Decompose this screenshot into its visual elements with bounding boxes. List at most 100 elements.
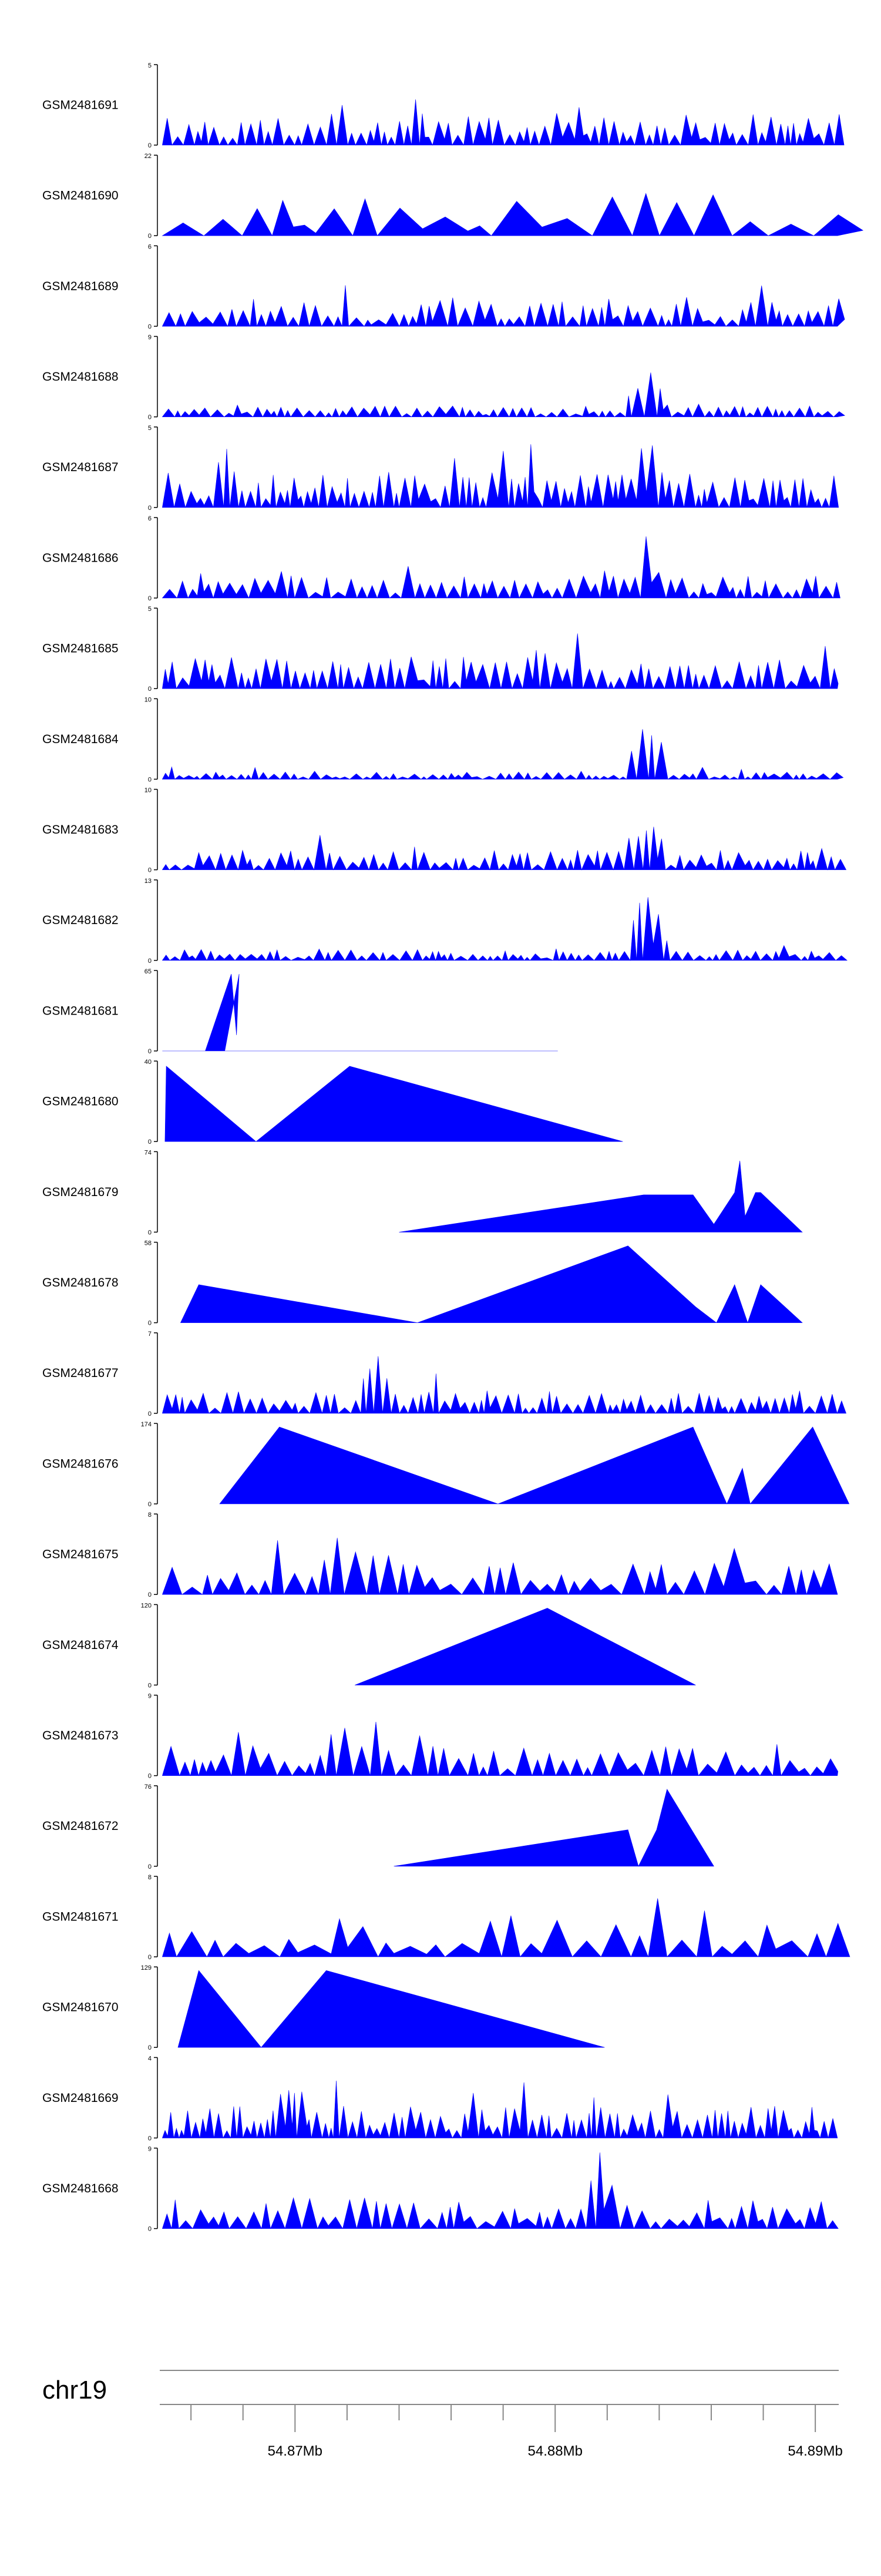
coverage-area bbox=[177, 1970, 605, 2048]
coverage-area bbox=[162, 1537, 838, 1596]
track-gsm2481685: GSM2481685 5 0 bbox=[42, 606, 839, 693]
y-axis-max-label: 174 bbox=[141, 1421, 152, 1428]
track-label: GSM2481684 bbox=[42, 733, 119, 746]
track-gsm2481678: GSM2481678 58 0 bbox=[42, 1240, 803, 1327]
coverage-area bbox=[162, 2152, 839, 2229]
y-axis-max-label: 9 bbox=[148, 1693, 152, 1700]
genome-tick-label: 54.87Mb bbox=[268, 2443, 322, 2459]
y-axis-min-label: 0 bbox=[148, 1682, 152, 1689]
track-label: GSM2481686 bbox=[42, 551, 119, 565]
genome-tick-label: 54.89Mb bbox=[788, 2443, 842, 2459]
track-gsm2481674: GSM2481674 120 0 bbox=[42, 1602, 696, 1689]
y-axis-min-label: 0 bbox=[148, 323, 152, 330]
track-label: GSM2481673 bbox=[42, 1729, 119, 1742]
coverage-area bbox=[162, 973, 558, 1052]
y-axis-max-label: 5 bbox=[148, 606, 152, 613]
coverage-area bbox=[219, 1426, 850, 1504]
chromosome-label: chr19 bbox=[42, 2376, 107, 2404]
y-axis-min-label: 0 bbox=[148, 142, 152, 149]
genome-axis: chr19 54.87Mb 54.88Mb 54.89Mb bbox=[42, 2370, 843, 2459]
y-axis-max-label: 8 bbox=[148, 1512, 152, 1519]
coverage-area bbox=[162, 1356, 847, 1414]
y-axis-max-label: 74 bbox=[144, 1149, 152, 1156]
track-label: GSM2481688 bbox=[42, 370, 119, 384]
y-axis-min-label: 0 bbox=[148, 2135, 152, 2142]
y-axis-min-label: 0 bbox=[148, 1229, 152, 1236]
track-label: GSM2481681 bbox=[42, 1004, 119, 1017]
y-axis-min-label: 0 bbox=[148, 1048, 152, 1055]
track-gsm2481687: GSM2481687 5 0 bbox=[42, 425, 839, 512]
y-axis-max-label: 10 bbox=[144, 787, 152, 794]
y-axis-max-label: 40 bbox=[144, 1059, 152, 1066]
track-label: GSM2481672 bbox=[42, 1819, 119, 1833]
track-label: GSM2481674 bbox=[42, 1638, 119, 1652]
y-axis-min-label: 0 bbox=[148, 2044, 152, 2051]
track-label: GSM2481668 bbox=[42, 2182, 119, 2195]
track-gsm2481677: GSM2481677 7 0 bbox=[42, 1331, 847, 1418]
coverage-area bbox=[162, 99, 845, 146]
coverage-area bbox=[162, 193, 864, 236]
coverage-area bbox=[162, 1898, 850, 1958]
y-axis-min-label: 0 bbox=[148, 1138, 152, 1146]
y-axis-max-label: 76 bbox=[144, 1784, 152, 1791]
track-gsm2481669: GSM2481669 4 0 bbox=[42, 2055, 838, 2142]
track-label: GSM2481680 bbox=[42, 1095, 119, 1109]
coverage-area bbox=[162, 372, 846, 418]
y-axis-max-label: 7 bbox=[148, 1331, 152, 1338]
y-axis-min-label: 0 bbox=[148, 867, 152, 874]
genome-tick-label: 54.88Mb bbox=[528, 2443, 583, 2459]
track-label: GSM2481690 bbox=[42, 189, 119, 203]
y-axis-max-label: 10 bbox=[144, 696, 152, 703]
track-label: GSM2481682 bbox=[42, 913, 119, 927]
track-gsm2481686: GSM2481686 6 0 bbox=[42, 515, 840, 602]
y-axis-min-label: 0 bbox=[148, 233, 152, 240]
y-axis-min-label: 0 bbox=[148, 1320, 152, 1327]
track-label: GSM2481670 bbox=[42, 2001, 119, 2014]
y-axis-max-label: 5 bbox=[148, 62, 152, 69]
track-gsm2481673: GSM2481673 9 0 bbox=[42, 1693, 839, 1780]
y-axis-max-label: 65 bbox=[144, 968, 152, 975]
y-axis-min-label: 0 bbox=[148, 1591, 152, 1598]
y-axis-min-label: 0 bbox=[148, 414, 152, 421]
track-label: GSM2481677 bbox=[42, 1366, 119, 1380]
coverage-area bbox=[162, 536, 840, 599]
y-axis-max-label: 5 bbox=[148, 425, 152, 432]
coverage-area bbox=[162, 897, 848, 961]
y-axis-min-label: 0 bbox=[148, 595, 152, 602]
track-gsm2481684: GSM2481684 10 0 bbox=[42, 696, 844, 783]
track-gsm2481675: GSM2481675 8 0 bbox=[42, 1512, 838, 1598]
track-gsm2481683: GSM2481683 10 0 bbox=[42, 787, 847, 874]
track-gsm2481671: GSM2481671 8 0 bbox=[42, 1874, 850, 1961]
y-axis-max-label: 22 bbox=[144, 153, 152, 160]
track-gsm2481681: GSM2481681 65 0 bbox=[42, 968, 558, 1055]
track-panel: GSM248169150GSM2481690220GSM248168960GSM… bbox=[42, 62, 864, 2233]
track-gsm2481680: GSM2481680 40 0 bbox=[42, 1059, 623, 1146]
coverage-area bbox=[180, 1245, 803, 1324]
track-gsm2481676: GSM2481676 174 0 bbox=[42, 1421, 850, 1508]
y-axis-max-label: 6 bbox=[148, 515, 152, 522]
y-axis-min-label: 0 bbox=[148, 1863, 152, 1870]
y-axis-min-label: 0 bbox=[148, 1501, 152, 1508]
y-axis-max-label: 6 bbox=[148, 243, 152, 250]
y-axis-min-label: 0 bbox=[148, 1773, 152, 1780]
y-axis-max-label: 8 bbox=[148, 1874, 152, 1881]
coverage-area bbox=[162, 729, 844, 780]
track-gsm2481690: GSM2481690 22 0 bbox=[42, 153, 864, 240]
y-axis-max-label: 9 bbox=[148, 2146, 152, 2153]
coverage-area bbox=[162, 2080, 838, 2139]
y-axis-min-label: 0 bbox=[148, 686, 152, 693]
y-axis-max-label: 9 bbox=[148, 334, 152, 341]
coverage-area bbox=[162, 633, 839, 690]
y-axis-min-label: 0 bbox=[148, 958, 152, 965]
track-gsm2481672: GSM2481672 76 0 bbox=[42, 1784, 714, 1870]
y-axis-max-label: 13 bbox=[144, 878, 152, 885]
track-gsm2481679: GSM2481679 74 0 bbox=[42, 1149, 803, 1236]
track-gsm2481670: GSM2481670 129 0 bbox=[42, 1964, 605, 2051]
coverage-area bbox=[162, 1721, 839, 1776]
y-axis-min-label: 0 bbox=[148, 505, 152, 512]
y-axis-min-label: 0 bbox=[148, 1410, 152, 1418]
track-label: GSM2481669 bbox=[42, 2091, 119, 2105]
track-label: GSM2481691 bbox=[42, 98, 119, 112]
